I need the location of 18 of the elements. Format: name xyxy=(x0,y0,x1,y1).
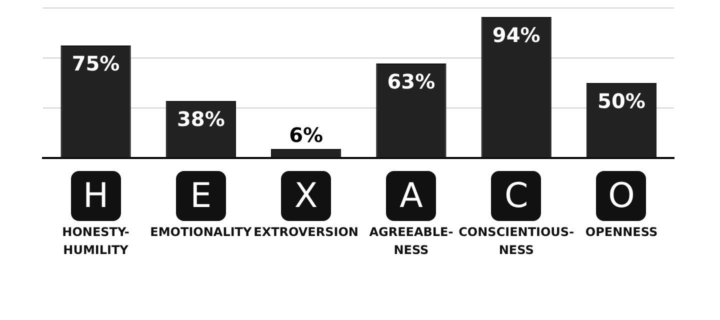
letter-tile: H xyxy=(70,171,121,221)
x-tick-label: EXTROVERSION xyxy=(254,225,358,240)
x-tick-label: HONESTY-HUMILITY xyxy=(62,225,130,258)
data-label: 38% xyxy=(176,107,225,132)
letter-tile: X xyxy=(281,171,332,221)
x-tick-label: EMOTIONALITY xyxy=(150,225,252,240)
letter-tile: A xyxy=(386,171,436,221)
letter-tile: E xyxy=(176,171,226,221)
data-label: 75% xyxy=(72,52,120,76)
data-label: 63% xyxy=(387,70,436,94)
x-tick-label: AGREEABLE-NESS xyxy=(369,225,454,258)
data-label: 6% xyxy=(289,123,324,148)
letter-tile: C xyxy=(491,171,542,221)
x-tick-label: CONSCIENTIOUS-NESS xyxy=(458,225,574,258)
data-label: 50% xyxy=(598,89,646,114)
data-label: 94% xyxy=(492,23,540,48)
x-tick-label: OPENNESS xyxy=(585,225,658,240)
letter-tile: O xyxy=(596,171,646,221)
